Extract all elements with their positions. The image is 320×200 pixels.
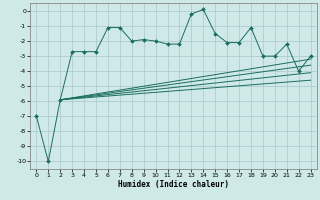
X-axis label: Humidex (Indice chaleur): Humidex (Indice chaleur) [118, 180, 229, 189]
